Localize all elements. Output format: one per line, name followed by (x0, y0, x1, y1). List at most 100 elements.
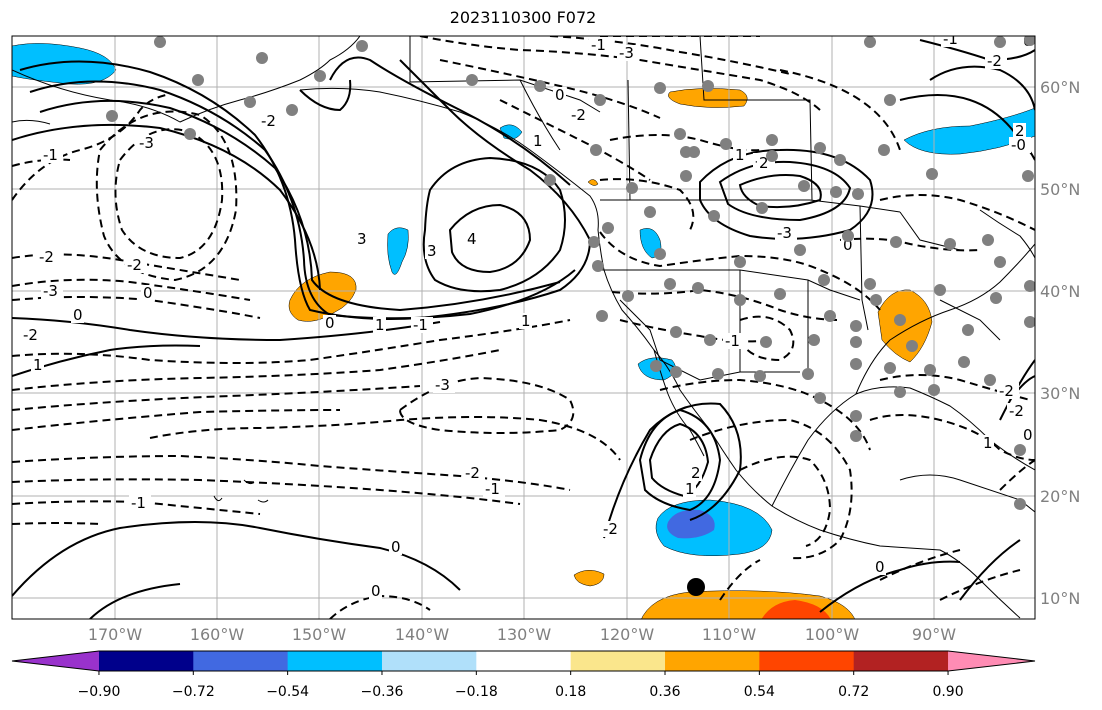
contour-label-bg (369, 583, 382, 599)
colorbar-segment (570, 651, 666, 671)
contour-label-bg (465, 231, 478, 247)
colorbar-tick-label: 0.72 (838, 684, 869, 700)
anomaly-fills (12, 43, 1035, 619)
contour-label: 2 (1015, 122, 1025, 140)
contour-label-bg (873, 559, 886, 575)
graticule (12, 36, 1035, 619)
contour-label: -1 (485, 480, 500, 498)
contour-label: 3 (357, 230, 367, 248)
colorbar: −0.90 −0.72 −0.54 −0.36 −0.18 0.18 0.36 0.54 0.7… (11, 650, 1036, 700)
contour-label-bg (601, 521, 623, 537)
contour-label: -1 (131, 494, 146, 512)
contour-label: -3 (43, 282, 58, 300)
contour-label-bg (425, 243, 438, 259)
contour-label-bg (355, 231, 368, 247)
contour-label-bg (1009, 137, 1031, 153)
contour-label: -2 (1009, 402, 1024, 420)
contour-label-bg (71, 307, 84, 323)
contour-label: 4 (467, 230, 477, 248)
contour-label-bg (483, 481, 505, 497)
colorbar-tick-label: 0.36 (649, 684, 680, 700)
contour-label: 1 (533, 132, 543, 150)
contour-label-bg (373, 317, 386, 333)
colorbar-extend-max (948, 651, 1035, 671)
contour-label: -1 (43, 146, 58, 164)
negative-anomaly-fill (12, 43, 117, 85)
contour-label-bg (1021, 427, 1034, 443)
contour-label-bg (981, 435, 994, 451)
colorbar-tick-label: −0.72 (172, 684, 215, 700)
lat-label: 10°N (1040, 589, 1080, 608)
colorbar-tick-label: −0.90 (78, 684, 121, 700)
lon-label: 100°W (805, 625, 860, 644)
lon-label: 140°W (395, 625, 450, 644)
contour-label: 3 (427, 242, 437, 260)
contour-label-bg (1007, 403, 1029, 419)
contour-label-bg (31, 357, 44, 373)
contour-label: -2 (571, 106, 586, 124)
contour-label: -2 (261, 112, 276, 130)
contour-label-bg (531, 133, 544, 149)
contour-label-bg (683, 481, 696, 497)
colorbar-segments (11, 650, 1036, 672)
positive-anomaly-fill (573, 570, 605, 587)
map-title: 2023110300 F072 (449, 8, 597, 27)
contour-label-bg (775, 225, 797, 241)
map-plot-area: -1-3-2-3-2-200-211 -1-3-2-1-10334100-2-1-… (12, 36, 1035, 619)
contour-label: 1 (685, 480, 695, 498)
contour-label: -3 (777, 224, 792, 242)
contour-label: 1 (375, 316, 385, 334)
colorbar-tick-label: 0.90 (932, 684, 963, 700)
station-dots (106, 36, 1035, 510)
contour-label-bg (37, 249, 59, 265)
colorbar-extend-min (12, 651, 99, 671)
contour-label: -3 (139, 134, 154, 152)
contour-label-bg (41, 283, 63, 299)
contour-label: -2 (465, 464, 480, 482)
contour-label: 2 (759, 154, 769, 172)
lon-label: 90°W (912, 625, 956, 644)
coastlines (12, 36, 1035, 619)
contour-label-bg (259, 113, 281, 129)
contour-label: -1 (413, 316, 428, 334)
contour-label-bg (723, 333, 745, 349)
contour-label: -1 (591, 36, 606, 54)
positive-anomaly-fill (877, 289, 933, 363)
contour-label-bg (129, 495, 151, 511)
contour-label: 2 (691, 464, 701, 482)
colorbar-tick-label: −0.54 (266, 684, 309, 700)
contour-label: 1 (521, 312, 531, 330)
contour-label-bg (125, 257, 147, 273)
lat-label: 20°N (1040, 487, 1080, 506)
colorbar-tick-label: 0.18 (555, 684, 586, 700)
contour-label-bg (41, 147, 63, 163)
contour-label: 0 (371, 582, 381, 600)
lat-label: 30°N (1040, 384, 1080, 403)
longitude-axis-labels: 170°W 160°W 150°W 140°W 130°W 120°W 110°… (88, 625, 956, 644)
strong-negative-anomaly-fill (667, 509, 715, 539)
colorbar-segment (287, 651, 383, 671)
lon-label: 150°W (292, 625, 347, 644)
contour-label: 0 (875, 558, 885, 576)
lon-label: 120°W (600, 625, 655, 644)
colorbar-segment (476, 651, 572, 671)
lat-label: 50°N (1040, 180, 1080, 199)
contour-label-bg (985, 53, 1007, 69)
colorbar-tick-label: −0.18 (455, 684, 498, 700)
contour-label: 1 (33, 356, 43, 374)
colorbar-segment (853, 651, 949, 671)
contour-label-bg (733, 147, 746, 163)
negative-anomaly-fill (387, 227, 409, 275)
latitude-axis-labels: 60°N 50°N 40°N 30°N 20°N 10°N (1040, 78, 1080, 608)
contour-label: 0 (143, 284, 153, 302)
contour-label: -2 (23, 326, 38, 344)
lon-label: 160°W (190, 625, 245, 644)
colorbar-tick-label: 0.54 (744, 684, 775, 700)
colorbar-segment (193, 651, 289, 671)
contour-label-bg (617, 45, 639, 61)
contour-label: -2 (127, 256, 142, 274)
map-frame (11, 35, 1036, 620)
lon-label: 130°W (497, 625, 552, 644)
contour-label: -3 (435, 376, 450, 394)
